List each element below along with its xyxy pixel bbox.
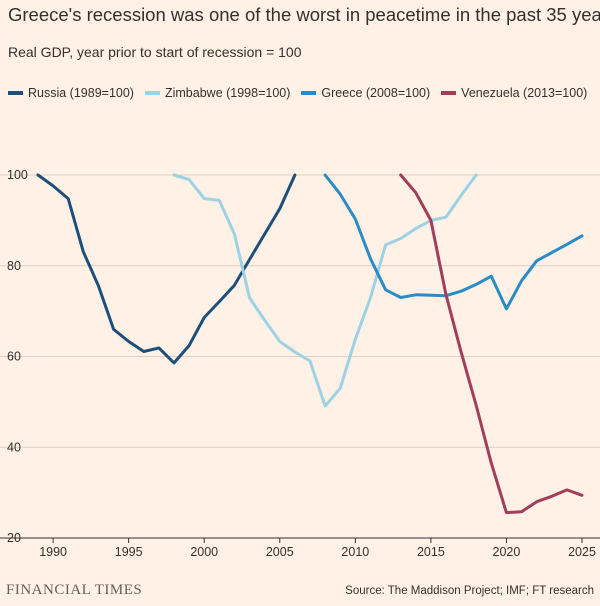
legend-label-zimbabwe: Zimbabwe (1998=100) — [164, 86, 291, 100]
series-line-zimbabwe — [172, 173, 478, 408]
legend-label-venezuela: Venezuela (2013=100) — [461, 86, 588, 100]
y-tick-label-100: 100 — [7, 168, 28, 182]
y-tick-label-60: 60 — [7, 350, 21, 364]
grid — [0, 174, 600, 448]
legend-item-greece: Greece (2008=100) — [301, 86, 430, 100]
x-tick-label-2025: 2025 — [568, 545, 596, 559]
legend-item-venezuela: Venezuela (2013=100) — [441, 86, 587, 100]
legend-label-russia: Russia (1989=100) — [28, 86, 134, 100]
series-line-venezuela — [399, 173, 584, 515]
x-tick-label-2020: 2020 — [493, 545, 521, 559]
x-tick-label-2010: 2010 — [341, 545, 369, 559]
series-line-russia — [36, 173, 297, 365]
chart-title: Greece's recession was one of the worst … — [8, 4, 600, 25]
x-tick-label-1990: 1990 — [39, 545, 67, 559]
legend-swatch-zimbabwe — [144, 91, 160, 95]
y-tick-label-80: 80 — [7, 259, 21, 273]
legend-swatch-greece — [301, 91, 317, 95]
x-tick-label-2000: 2000 — [190, 545, 218, 559]
source-note: Source: The Maddison Project; IMF; FT re… — [345, 585, 594, 597]
x-tick-label-1995: 1995 — [115, 545, 143, 559]
ft-logo: FINANCIAL TIMES — [6, 582, 143, 598]
series-lines — [36, 173, 584, 515]
legend-item-zimbabwe: Zimbabwe (1998=100) — [144, 86, 291, 100]
x-tick-label-2005: 2005 — [266, 545, 294, 559]
legend: Russia (1989=100) Zimbabwe (1998=100) Gr… — [8, 86, 598, 100]
x-tick-label-2015: 2015 — [417, 545, 445, 559]
chart-subtitle: Real GDP, year prior to start of recessi… — [8, 44, 302, 60]
legend-item-russia: Russia (1989=100) — [8, 86, 134, 100]
legend-swatch-venezuela — [441, 91, 457, 95]
y-tick-label-40: 40 — [7, 440, 21, 454]
legend-swatch-russia — [8, 91, 23, 95]
legend-label-greece: Greece (2008=100) — [321, 86, 431, 100]
series-line-greece — [323, 173, 584, 311]
